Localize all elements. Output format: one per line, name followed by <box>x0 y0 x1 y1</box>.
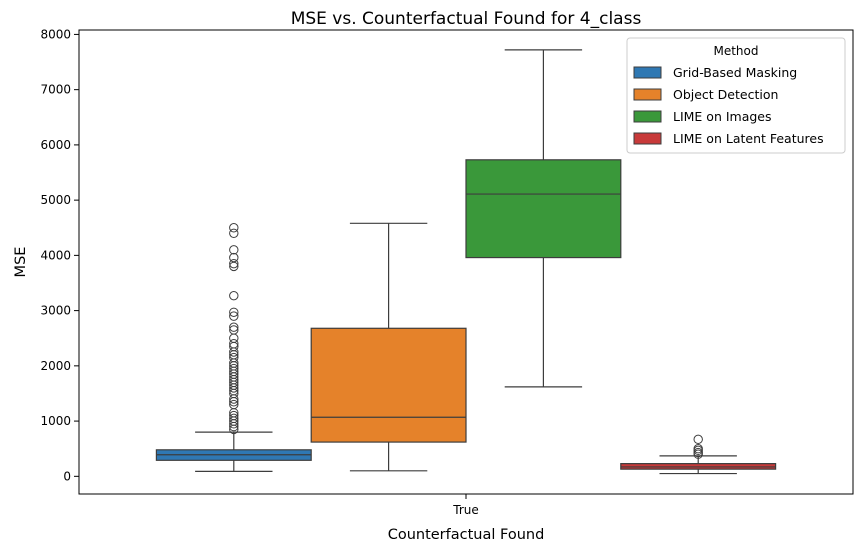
boxes <box>155 49 777 475</box>
outlier-point <box>229 352 239 363</box>
outlier-point <box>229 223 239 233</box>
y-tick-label: 8000 <box>40 27 71 41</box>
outlier-point <box>229 258 239 269</box>
box-object-detection <box>310 222 467 472</box>
outlier-point <box>229 325 239 335</box>
y-tick-label: 6000 <box>40 138 71 152</box>
box-grid-based-masking <box>155 223 312 472</box>
y-tick-label: 2000 <box>40 359 71 373</box>
outlier-point <box>229 228 239 238</box>
y-tick-label: 1000 <box>40 414 71 428</box>
x-axis: True <box>452 494 479 517</box>
box-iqr <box>310 327 467 443</box>
outlier-point <box>229 307 239 317</box>
legend-entry: Grid-Based Masking <box>673 65 797 80</box>
outlier-point <box>693 447 703 458</box>
outlier-point <box>229 245 239 255</box>
y-axis-label: MSE <box>13 247 29 278</box>
outlier-point <box>229 252 239 263</box>
outlier-point <box>229 339 239 349</box>
outlier-point <box>229 399 239 410</box>
outlier-point <box>229 363 239 374</box>
legend-title: Method <box>713 44 758 58</box>
outlier-point <box>693 434 703 445</box>
outlier-point <box>693 444 703 454</box>
legend-swatch <box>633 132 662 145</box>
y-tick-label: 0 <box>63 469 71 483</box>
legend-swatch <box>633 110 662 123</box>
y-axis: 0 1000 2000 3000 4000 5000 6000 7000 8000 <box>40 27 79 483</box>
legend-entry: Object Detection <box>673 87 778 102</box>
legend-box <box>626 37 846 154</box>
legend-entry: LIME on Latent Features <box>673 131 824 146</box>
y-tick-label: 5000 <box>40 193 71 207</box>
chart-title: MSE vs. Counterfactual Found for 4_class <box>291 9 642 29</box>
box-lime-on-latent-features <box>620 434 777 475</box>
legend-entry: LIME on Images <box>673 109 772 124</box>
y-tick-label: 4000 <box>40 248 71 262</box>
legend-swatch <box>633 66 662 79</box>
y-tick-label: 3000 <box>40 304 71 318</box>
x-axis-label: Counterfactual Found <box>388 527 545 543</box>
x-tick-label: True <box>452 503 479 517</box>
outlier-point <box>229 322 239 332</box>
outlier-point <box>229 290 239 301</box>
outlier-point <box>229 413 239 424</box>
outlier-point <box>229 311 239 321</box>
y-tick-label: 7000 <box>40 83 71 97</box>
legend: Method Grid-Based Masking Object Detection… <box>626 37 846 154</box>
box-iqr <box>465 159 622 259</box>
outlier-point <box>229 410 239 421</box>
legend-swatch <box>633 88 662 101</box>
box-lime-on-images <box>465 49 622 388</box>
